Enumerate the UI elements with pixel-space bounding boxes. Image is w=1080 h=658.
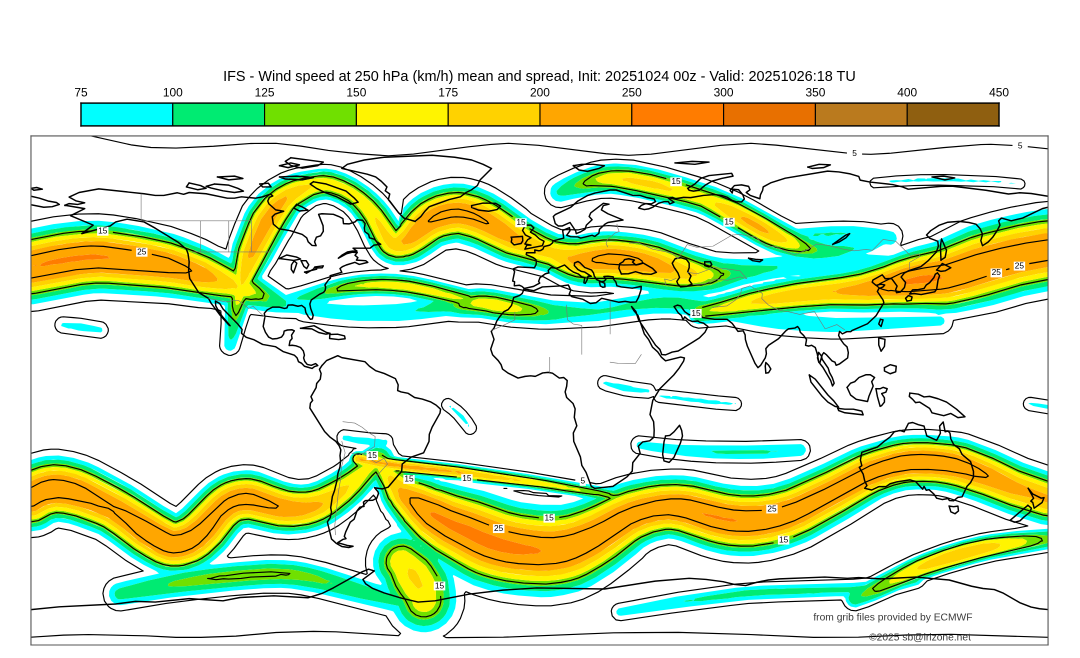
svg-text:75: 75 (74, 86, 88, 100)
svg-text:15: 15 (724, 217, 734, 227)
svg-text:100: 100 (163, 86, 183, 100)
svg-text:IFS - Wind speed at 250 hPa (k: IFS - Wind speed at 250 hPa (km/h) mean … (223, 69, 856, 85)
svg-text:250: 250 (622, 86, 642, 100)
svg-text:15: 15 (779, 534, 789, 544)
svg-text:15: 15 (691, 308, 701, 318)
svg-text:25: 25 (992, 267, 1002, 277)
svg-text:5: 5 (1018, 140, 1023, 150)
svg-text:15: 15 (516, 217, 526, 227)
svg-text:450: 450 (989, 86, 1009, 100)
svg-text:15: 15 (462, 473, 472, 483)
svg-text:15: 15 (368, 450, 378, 460)
svg-text:25: 25 (1015, 260, 1025, 270)
svg-text:15: 15 (98, 226, 108, 236)
svg-text:200: 200 (530, 86, 550, 100)
svg-text:350: 350 (805, 86, 825, 100)
svg-text:25: 25 (137, 246, 147, 256)
svg-text:300: 300 (714, 86, 734, 100)
svg-text:15: 15 (671, 176, 681, 186)
svg-text:©2025 sb@irizone.net: ©2025 sb@irizone.net (869, 632, 971, 643)
svg-text:15: 15 (544, 513, 554, 523)
svg-text:5: 5 (581, 476, 586, 486)
svg-text:400: 400 (897, 86, 917, 100)
svg-text:175: 175 (438, 86, 458, 100)
svg-text:150: 150 (346, 86, 366, 100)
svg-text:5: 5 (852, 148, 857, 158)
svg-text:125: 125 (255, 86, 275, 100)
svg-text:25: 25 (494, 523, 504, 533)
svg-text:from grib files provided by EC: from grib files provided by ECMWF (813, 612, 972, 623)
svg-text:15: 15 (435, 580, 445, 590)
svg-text:15: 15 (404, 474, 414, 484)
svg-text:25: 25 (767, 503, 777, 513)
